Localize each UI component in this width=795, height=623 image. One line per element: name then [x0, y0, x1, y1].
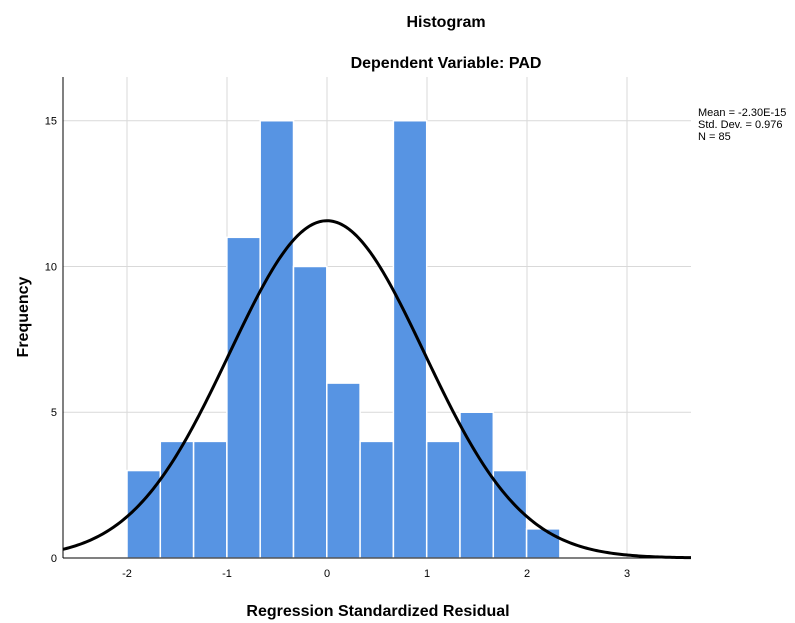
histogram-bar — [392, 119, 428, 559]
normal-curve-line — [62, 219, 692, 560]
normal-curve — [62, 219, 692, 560]
chart-title: Histogram — [406, 14, 485, 31]
y-tick-label: 0 — [51, 553, 57, 565]
x-tick-label: 2 — [524, 568, 530, 580]
x-tick-label: 3 — [624, 568, 630, 580]
y-tick-label: 5 — [51, 407, 57, 419]
histogram-bar — [425, 440, 461, 559]
histogram-bar — [326, 382, 361, 559]
y-tick-label: 10 — [45, 261, 57, 273]
x-tick-label: -2 — [122, 568, 132, 580]
x-tick-label: 1 — [424, 568, 430, 580]
stats-line: N = 85 — [698, 131, 731, 143]
histogram-bar — [126, 469, 162, 559]
histogram-bar — [292, 265, 328, 559]
y-axis-label: Frequency — [15, 276, 32, 357]
chart-subtitle: Dependent Variable: PAD — [351, 55, 542, 72]
histogram-bar — [259, 119, 295, 559]
x-tick-label: 0 — [324, 568, 330, 580]
histogram-bar — [359, 440, 395, 559]
tick-labels: -2 -1 0 1 2 3 0 5 10 15 — [45, 116, 630, 580]
y-tick-label: 15 — [45, 116, 57, 128]
histogram-bar — [525, 528, 561, 559]
histogram-bar — [226, 236, 261, 559]
histogram-bar — [159, 440, 195, 559]
axes — [62, 77, 691, 559]
stats-line: Std. Dev. = 0.976 — [698, 119, 783, 131]
stats-line: Mean = -2.30E-15 — [698, 107, 786, 119]
histogram-bar — [192, 440, 228, 559]
histogram-bars — [126, 119, 561, 559]
x-axis-label: Regression Standardized Residual — [246, 603, 509, 620]
x-tick-label: -1 — [222, 568, 232, 580]
